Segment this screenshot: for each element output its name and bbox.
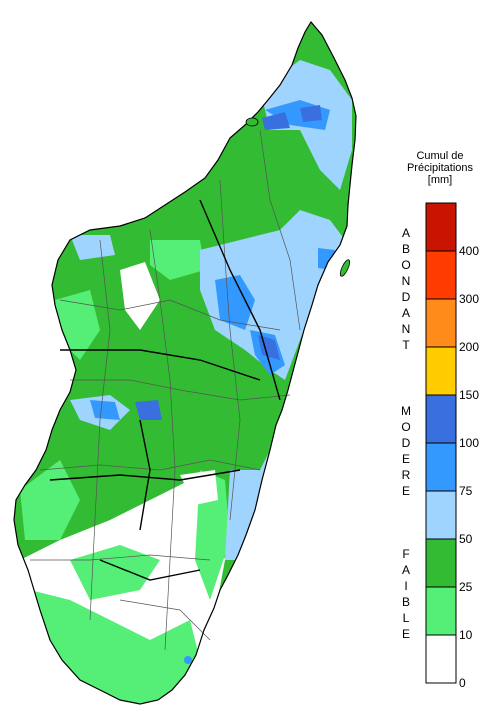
- legend-bin-1: [425, 586, 457, 636]
- legend-tick-25: 25: [459, 580, 473, 594]
- region-boundaries: [49, 199, 281, 581]
- district-boundaries: [30, 129, 301, 651]
- legend-bin-4: [425, 442, 457, 492]
- legend-class-letter: A: [401, 563, 410, 577]
- legend-class-letter: E: [401, 627, 410, 641]
- legend-tick-300: 300: [459, 292, 480, 306]
- legend-bin-9: [425, 202, 457, 252]
- legend-class-letter: L: [402, 611, 410, 625]
- rainfall-fields: [14, 22, 356, 704]
- legend-color-bar: [425, 202, 457, 684]
- rainfall-map: [13, 20, 357, 705]
- legend-tick-75: 75: [459, 484, 473, 498]
- legend-class-letter: R: [401, 468, 411, 482]
- legend-class-letter: T: [402, 338, 410, 352]
- legend-class-letter: N: [401, 322, 411, 336]
- legend-class-letter: O: [401, 258, 411, 272]
- legend-class-letter: E: [401, 452, 410, 466]
- legend-bin-7: [425, 298, 457, 348]
- legend-tick-10: 10: [459, 628, 473, 642]
- legend-bin-2: [425, 538, 457, 588]
- legend-tick-150: 150: [459, 388, 480, 402]
- legend-class-letter: E: [401, 484, 410, 498]
- legend-bin-5: [425, 394, 457, 444]
- legend-title: Cumul de Précipitations [mm]: [390, 150, 490, 186]
- island-sainte-marie: [339, 259, 351, 277]
- legend-tick-50: 50: [459, 532, 473, 546]
- legend-class-letter: N: [401, 274, 411, 288]
- legend-bin-8: [425, 250, 457, 300]
- legend-tick-0: 0: [459, 676, 466, 690]
- legend-class-letter: M: [401, 404, 411, 418]
- legend-tick-100: 100: [459, 436, 480, 450]
- legend-bin-0: [425, 634, 457, 684]
- legend-class-letter: F: [402, 547, 410, 561]
- legend-class-letter: D: [401, 436, 411, 450]
- legend-tick-400: 400: [459, 244, 480, 258]
- legend-bin-6: [425, 346, 457, 396]
- legend-title-line-3: [mm]: [427, 174, 453, 186]
- legend-title-line-2: Précipitations: [406, 162, 474, 174]
- island-nosy-be: [245, 117, 259, 127]
- legend-class-letter: B: [401, 595, 410, 609]
- legend-bin-3: [425, 490, 457, 540]
- legend-class-letter: O: [401, 420, 411, 434]
- legend-tick-200: 200: [459, 340, 480, 354]
- legend-class-letter: D: [401, 290, 411, 304]
- legend-title-line-1: Cumul de: [416, 150, 464, 162]
- island-outline: [13, 20, 357, 705]
- legend-class-letter: I: [404, 579, 408, 593]
- legend-class-letter: A: [401, 306, 410, 320]
- legend-class-letter: B: [401, 242, 410, 256]
- legend-class-letter: A: [401, 226, 410, 240]
